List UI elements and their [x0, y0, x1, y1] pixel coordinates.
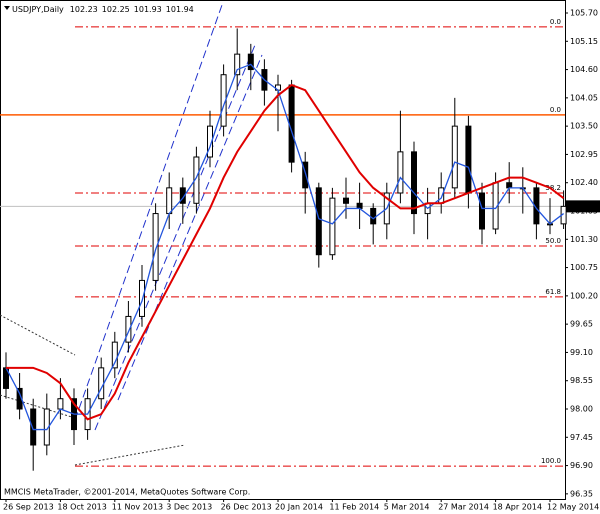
candle-body — [125, 315, 132, 343]
candle-body — [451, 125, 458, 189]
header-icon — [4, 6, 10, 10]
x-tick-label: 11 Feb 2014 — [329, 503, 379, 512]
candle-body — [438, 187, 445, 204]
candle-body — [98, 367, 105, 400]
y-tick-label: 99.65 — [570, 320, 593, 329]
header-open: 102.23 — [70, 5, 98, 14]
y-tick-label: 101.30 — [570, 235, 598, 244]
y-tick-label: 100.20 — [570, 291, 598, 300]
y-tick-label: 98.00 — [570, 405, 593, 414]
candle-body — [329, 197, 336, 256]
x-tick-label: 18 Oct 2013 — [57, 503, 106, 512]
candle-body — [139, 279, 145, 317]
moving-average — [5, 63, 564, 431]
candle-body — [479, 192, 485, 230]
fib-label: 50.0 — [545, 237, 561, 245]
header-high: 102.25 — [102, 5, 130, 14]
candle-body — [302, 161, 309, 189]
y-tick-label: 102.95 — [570, 150, 598, 159]
candle-body — [356, 202, 363, 209]
candle-body — [533, 187, 540, 225]
fib-label: 0.0 — [550, 18, 561, 26]
chart-title: USDJPY,Daily — [12, 5, 64, 14]
candle-body — [207, 125, 213, 158]
candle-body — [315, 187, 322, 256]
y-tick-label: 104.05 — [570, 93, 598, 102]
candle-body — [111, 341, 118, 369]
x-tick-label: 12 May 2014 — [547, 503, 599, 512]
candle-body — [193, 156, 200, 204]
x-tick-label: 3 Dec 2013 — [166, 503, 212, 512]
candle-body — [288, 84, 295, 163]
candle-body — [234, 53, 241, 76]
last-price-label: 101.94 — [570, 202, 598, 211]
header-low: 101.93 — [134, 5, 162, 14]
candle-body — [166, 187, 173, 215]
trend-lines — [0, 4, 263, 466]
candle-body — [370, 207, 377, 225]
y-tick-label: 96.35 — [570, 489, 593, 498]
y-tick-label: 102.40 — [570, 178, 598, 187]
y-tick-label: 99.10 — [570, 348, 593, 357]
moving-average — [6, 83, 565, 421]
candle-body — [179, 187, 186, 204]
x-tick-label: 26 Dec 2013 — [221, 503, 272, 512]
candle-body — [411, 151, 417, 215]
y-tick-label: 104.60 — [570, 65, 598, 74]
fib-label: 0.0 — [550, 106, 561, 114]
y-tick-label: 103.50 — [570, 122, 598, 131]
x-tick-label: 18 Apr 2014 — [493, 503, 542, 512]
x-tick-label: 27 Mar 2014 — [438, 503, 489, 512]
y-tick-label: 100.75 — [570, 263, 598, 272]
chart-header: USDJPY,Daily 102.23 102.25 101.93 101.94 — [12, 5, 194, 14]
x-tick-label: 11 Nov 2013 — [112, 503, 163, 512]
footer: MMCIS MetaTrader, ©2001-2014, MetaQuotes… — [4, 488, 250, 497]
fib-label: 38.2 — [545, 184, 561, 192]
candle-body — [57, 398, 64, 410]
y-tick-label: 105.70 — [570, 9, 598, 18]
y-tick-label: 97.45 — [570, 433, 593, 442]
x-tick-label: 5 Mar 2014 — [384, 503, 430, 512]
candle-body — [43, 408, 50, 446]
candle-body — [397, 151, 404, 194]
candle-body — [465, 125, 472, 194]
candle-body — [506, 182, 513, 189]
x-tick-label: 20 Jan 2014 — [275, 503, 323, 512]
y-tick-label: 98.55 — [570, 376, 593, 385]
last-price-box — [566, 200, 600, 213]
candle-body — [152, 213, 159, 281]
fib-label: 100.0 — [541, 457, 561, 465]
fib-label: 61.8 — [545, 288, 561, 296]
candle-body — [30, 408, 37, 446]
y-tick-label: 105.15 — [570, 37, 598, 46]
y-tick-label: 96.90 — [570, 461, 593, 470]
x-tick-label: 26 Sep 2013 — [3, 503, 54, 512]
candle-body — [247, 53, 254, 71]
header-close: 101.94 — [166, 5, 194, 14]
candle-body — [343, 197, 349, 204]
